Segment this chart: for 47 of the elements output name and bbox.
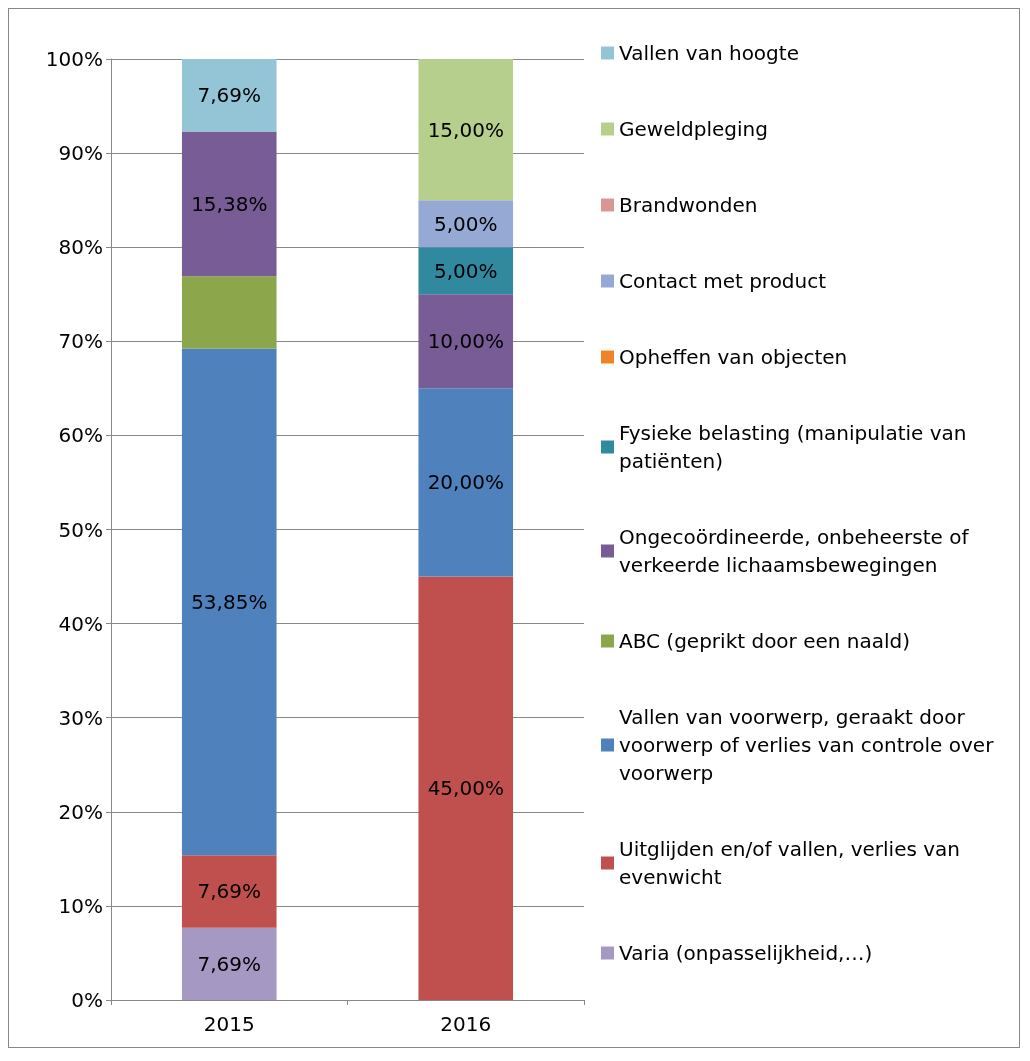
data-label: 45,00% bbox=[427, 776, 504, 801]
y-tick-label: 30% bbox=[58, 705, 103, 730]
legend-label: Fysieke belasting (manipulatie van patiënten) bbox=[619, 421, 973, 473]
y-tick-label: 10% bbox=[58, 893, 103, 918]
legend-label: Vallen van voorwerp, geraakt door voorwerp of verlies van controle over voorwerp bbox=[619, 705, 1000, 785]
data-label: 5,00% bbox=[433, 211, 498, 236]
legend-label: Varia (onpasselijkheid,…) bbox=[619, 941, 873, 965]
legend-label: Opheffen van objecten bbox=[619, 345, 848, 369]
x-tick-label: 2016 bbox=[440, 1012, 492, 1036]
data-label: 7,69% bbox=[197, 83, 262, 108]
bar bbox=[418, 59, 514, 201]
x-tick-label: 2015 bbox=[203, 1012, 255, 1036]
data-label: 7,69% bbox=[197, 951, 262, 976]
data-label: 10,00% bbox=[427, 329, 504, 354]
y-tick-label: 40% bbox=[58, 611, 103, 636]
bar bbox=[418, 247, 514, 295]
bar bbox=[181, 348, 277, 856]
y-tick-label: 90% bbox=[58, 141, 103, 166]
data-label: 7,69% bbox=[197, 879, 262, 904]
bar bbox=[181, 59, 277, 132]
data-label: 20,00% bbox=[427, 470, 504, 495]
bar bbox=[418, 576, 514, 1000]
data-label: 5,00% bbox=[433, 258, 498, 283]
y-tick-label: 70% bbox=[58, 329, 103, 354]
legend-label: Ongecoördineerde, onbeheerste of verkeerde lichaamsbewegingen bbox=[619, 525, 975, 577]
data-label: 15,00% bbox=[427, 117, 504, 142]
legend-label: Brandwonden bbox=[619, 193, 758, 217]
bar bbox=[181, 927, 277, 1000]
bar bbox=[181, 855, 277, 928]
bar bbox=[418, 200, 514, 248]
legend-label: Uitglijden en/of vallen, verlies van evenwicht bbox=[619, 837, 967, 889]
bar bbox=[418, 294, 514, 389]
data-label: 15,38% bbox=[191, 191, 268, 216]
y-tick-label: 100% bbox=[45, 47, 103, 71]
y-tick-label: 80% bbox=[58, 235, 103, 260]
legend-label: Geweldpleging bbox=[619, 117, 768, 141]
y-tick-label: 50% bbox=[58, 517, 103, 542]
legend-label: ABC (geprikt door een naald) bbox=[619, 629, 911, 653]
y-tick-label: 60% bbox=[58, 423, 103, 448]
legend-label: Vallen van hoogte bbox=[619, 41, 799, 65]
data-label: 53,85% bbox=[191, 589, 268, 614]
legend-label: Contact met product bbox=[619, 269, 827, 293]
bar bbox=[418, 388, 514, 577]
y-tick-label: 0% bbox=[71, 988, 103, 1012]
y-tick-label: 20% bbox=[58, 799, 103, 824]
bar bbox=[181, 131, 277, 277]
bar bbox=[181, 276, 277, 349]
